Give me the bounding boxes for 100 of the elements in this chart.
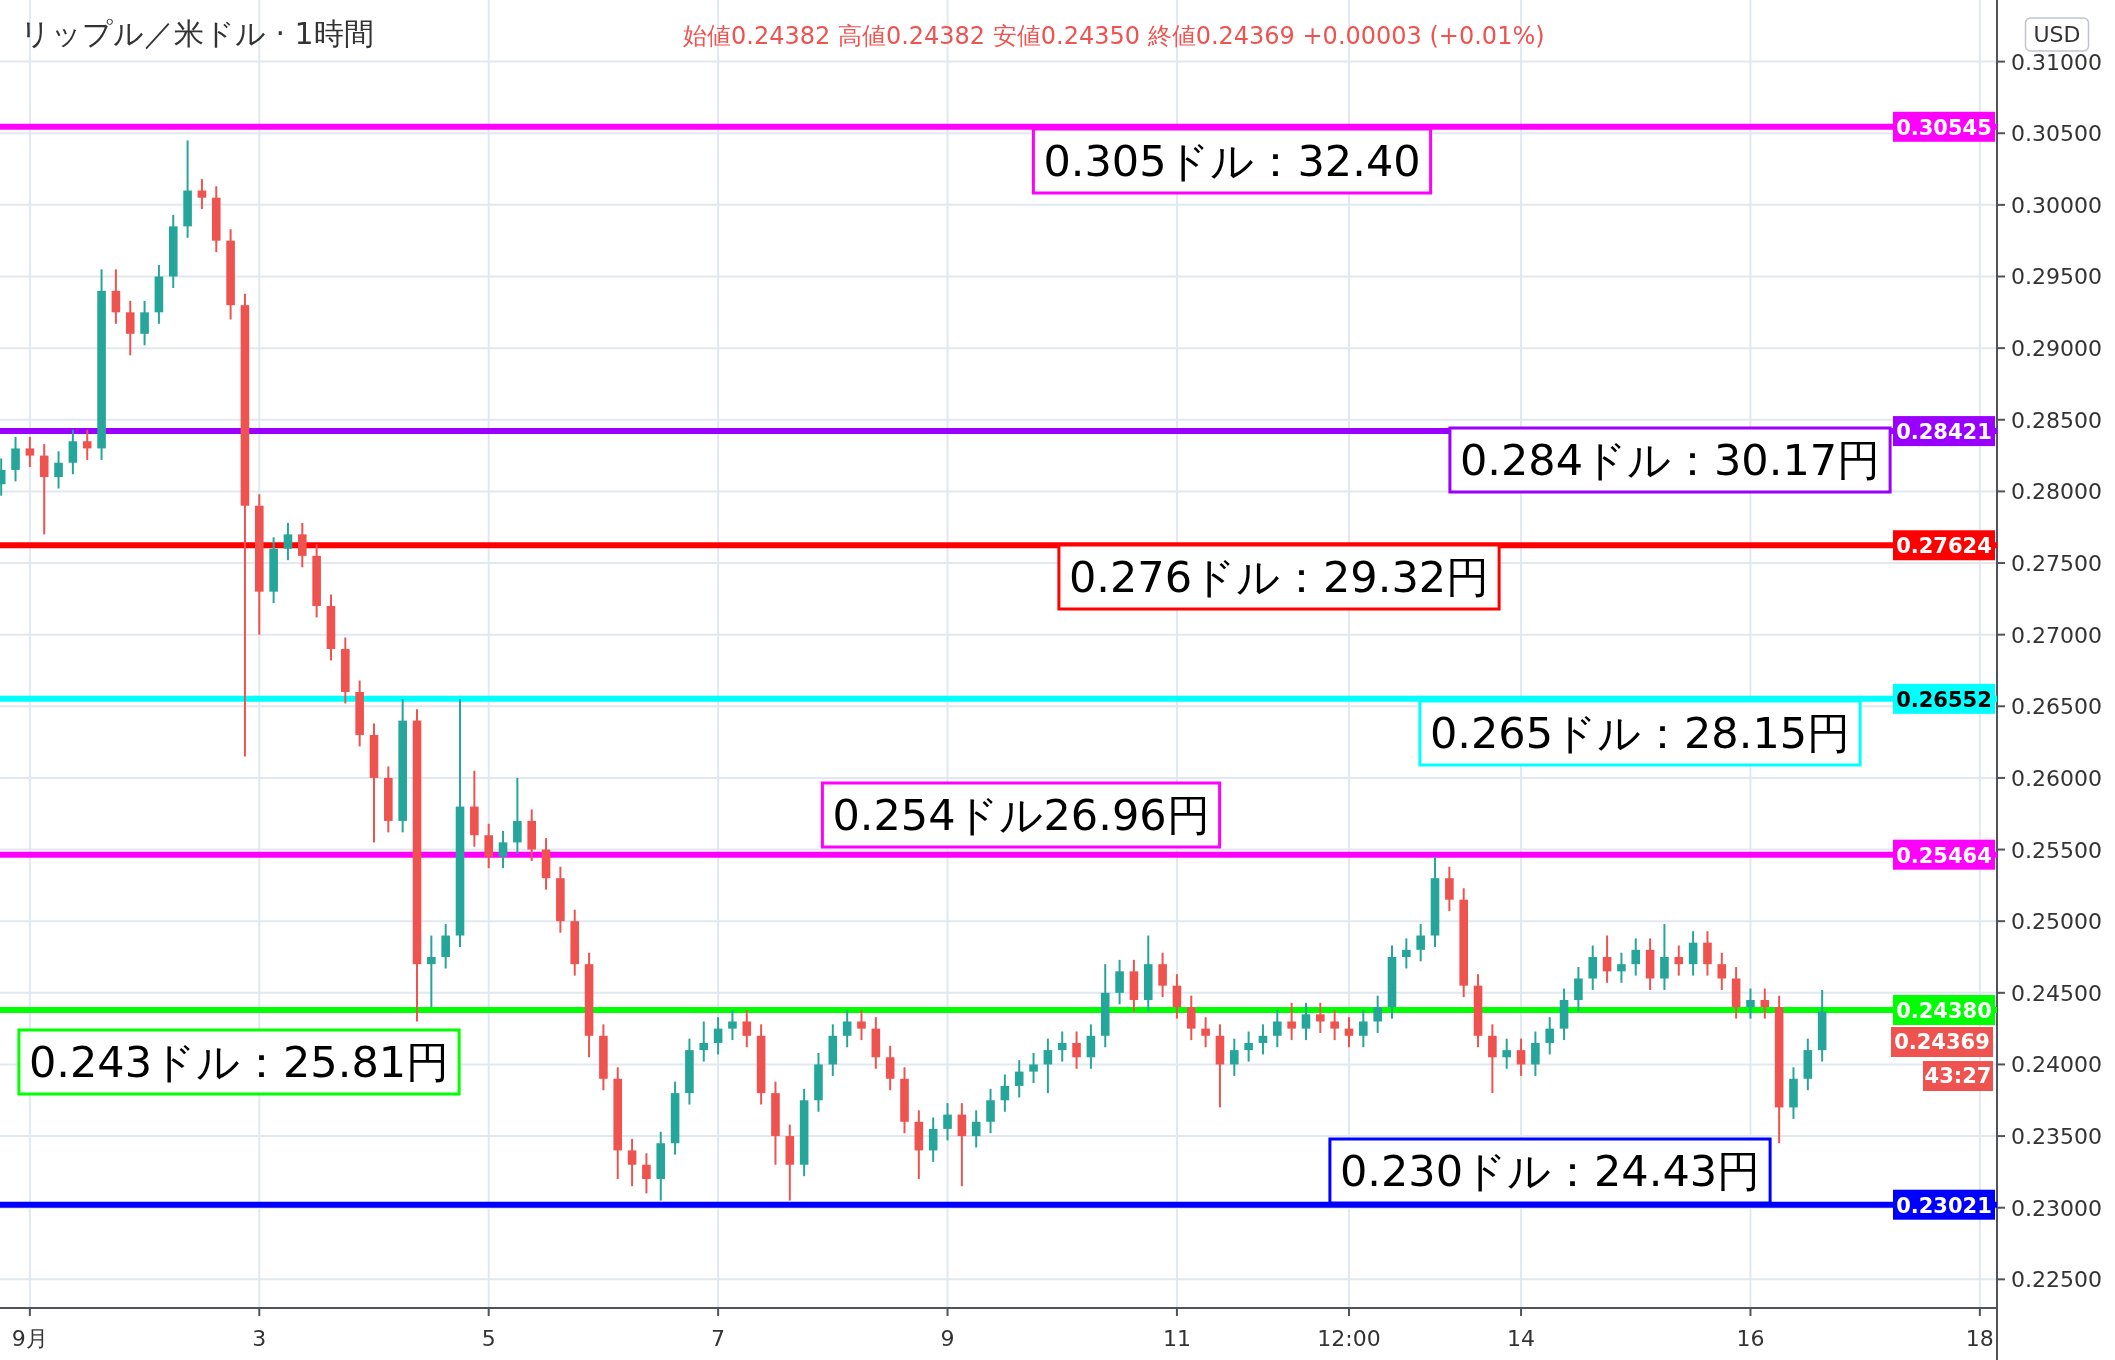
annotation: 0.24369 <box>1894 1030 1990 1055</box>
candlestick <box>1115 958 1124 1006</box>
candlestick <box>1402 937 1411 970</box>
candlestick <box>1588 944 1598 991</box>
candlestick <box>1445 865 1454 913</box>
candlestick <box>1057 1030 1067 1063</box>
candlestick <box>25 435 35 469</box>
ref-line-label: 0.23021 <box>1896 1193 1992 1218</box>
candlestick <box>1258 1023 1268 1056</box>
y-tick-label: 0.23000 <box>2011 1195 2102 1221</box>
x-tick-label: 12:00 <box>1317 1326 1381 1351</box>
ref-line-label: 0.24380 <box>1896 999 1992 1024</box>
candlestick <box>283 521 293 562</box>
candlestick <box>513 776 522 855</box>
candlestick <box>943 1102 952 1142</box>
y-tick-label: 0.29500 <box>2011 264 2102 290</box>
y-tick-label: 0.27000 <box>2011 622 2102 648</box>
y-tick-label: 0.24500 <box>2011 980 2102 1006</box>
candlestick <box>427 934 436 1009</box>
candlestick <box>1244 1030 1253 1063</box>
ref-line-label: 0.26552 <box>1896 687 1992 712</box>
candlestick <box>1416 923 1425 963</box>
candlestick <box>1344 1016 1354 1049</box>
x-tick-label: 7 <box>711 1326 726 1351</box>
candlestick <box>857 1009 866 1042</box>
candlestick <box>1287 1001 1296 1042</box>
annotation: 0.230ドル：24.43円 <box>1339 1146 1761 1196</box>
y-tick-label: 0.31000 <box>2011 49 2102 75</box>
candlestick <box>1717 951 1727 991</box>
candlestick <box>1574 966 1583 1013</box>
candlestick <box>1674 944 1684 977</box>
candlestick <box>1158 951 1167 999</box>
candlestick <box>928 1116 938 1163</box>
candlestick <box>1229 1037 1239 1077</box>
candlestick <box>742 1009 752 1049</box>
candlestick <box>728 1009 737 1042</box>
annotation: 0.243ドル：25.81円 <box>28 1037 450 1087</box>
x-tick-label: 3 <box>252 1326 267 1351</box>
candlestick <box>1502 1037 1512 1070</box>
ref-line-label: 0.27624 <box>1896 534 1992 559</box>
candlestick <box>484 822 493 870</box>
candlestick <box>1172 973 1182 1020</box>
candlestick <box>1330 1009 1339 1042</box>
candlestick <box>1000 1073 1010 1113</box>
candlestick <box>627 1137 637 1188</box>
candlestick <box>298 521 307 569</box>
text: 始値0.24382 高値0.24382 安値0.24350 終値0.24369 +0.00003 (+0.01%) <box>683 22 1545 50</box>
candlestick <box>1545 1016 1555 1056</box>
annotation: 43:27 <box>1924 1064 1992 1089</box>
y-axis-title: USD <box>2033 22 2081 47</box>
candlestick <box>1273 1009 1282 1049</box>
candlestick <box>82 428 92 461</box>
annotation: 0.305ドル：32.40 <box>1043 136 1421 186</box>
candlestick <box>1014 1059 1024 1099</box>
annotation: 0.276ドル：29.32円 <box>1068 552 1490 602</box>
candlestick <box>713 1016 723 1056</box>
candlestick <box>1488 1023 1497 1095</box>
y-tick-label: 0.28500 <box>2011 407 2102 433</box>
y-tick-label: 0.26500 <box>2011 694 2102 720</box>
candlestick <box>1373 994 1382 1034</box>
candlestick <box>498 829 508 870</box>
candlestick <box>140 299 149 347</box>
candlestick <box>11 435 20 483</box>
candlestick <box>1760 987 1770 1020</box>
candlestick <box>1043 1037 1053 1095</box>
candlestick <box>441 923 450 970</box>
x-tick-label: 18 <box>1965 1326 1994 1351</box>
candlestick <box>68 428 78 476</box>
candlestick <box>1186 994 1196 1042</box>
x-tick-label: 9 <box>940 1326 955 1351</box>
candlestick <box>1072 1030 1081 1070</box>
candlestick <box>1688 930 1698 977</box>
candlestick <box>1029 1051 1038 1085</box>
candlestick <box>1531 1030 1540 1077</box>
candlestick <box>1201 1016 1210 1049</box>
candlestick <box>197 178 207 211</box>
y-tick-label: 0.29000 <box>2011 336 2102 362</box>
ref-line-label: 0.28421 <box>1896 420 1992 445</box>
candlestick <box>699 1020 709 1063</box>
candlestick <box>1746 987 1755 1020</box>
text: リップル／米ドル · 1時間 <box>20 16 374 51</box>
y-tick-label: 0.30500 <box>2011 121 2102 147</box>
candlestick <box>1516 1037 1526 1077</box>
candlestick <box>111 268 121 325</box>
candlestick <box>1617 951 1626 984</box>
annotation: 0.265ドル：28.15円 <box>1429 708 1851 758</box>
x-tick-label: 11 <box>1162 1326 1191 1351</box>
candlestick <box>39 443 49 536</box>
y-tick-label: 0.26000 <box>2011 765 2102 791</box>
y-tick-label: 0.30000 <box>2011 192 2102 218</box>
candlestick <box>1086 1023 1096 1070</box>
y-tick-label: 0.24000 <box>2011 1052 2102 1078</box>
y-tick-label: 0.23500 <box>2011 1124 2102 1150</box>
x-tick-label: 9月 <box>11 1326 48 1351</box>
candlestick <box>642 1152 651 1195</box>
candlestick <box>986 1087 995 1135</box>
candlestick <box>1316 1001 1325 1034</box>
annotation: 0.254ドル26.96円 <box>832 790 1210 840</box>
candlestick <box>957 1102 967 1188</box>
x-tick-label: 5 <box>481 1326 496 1351</box>
